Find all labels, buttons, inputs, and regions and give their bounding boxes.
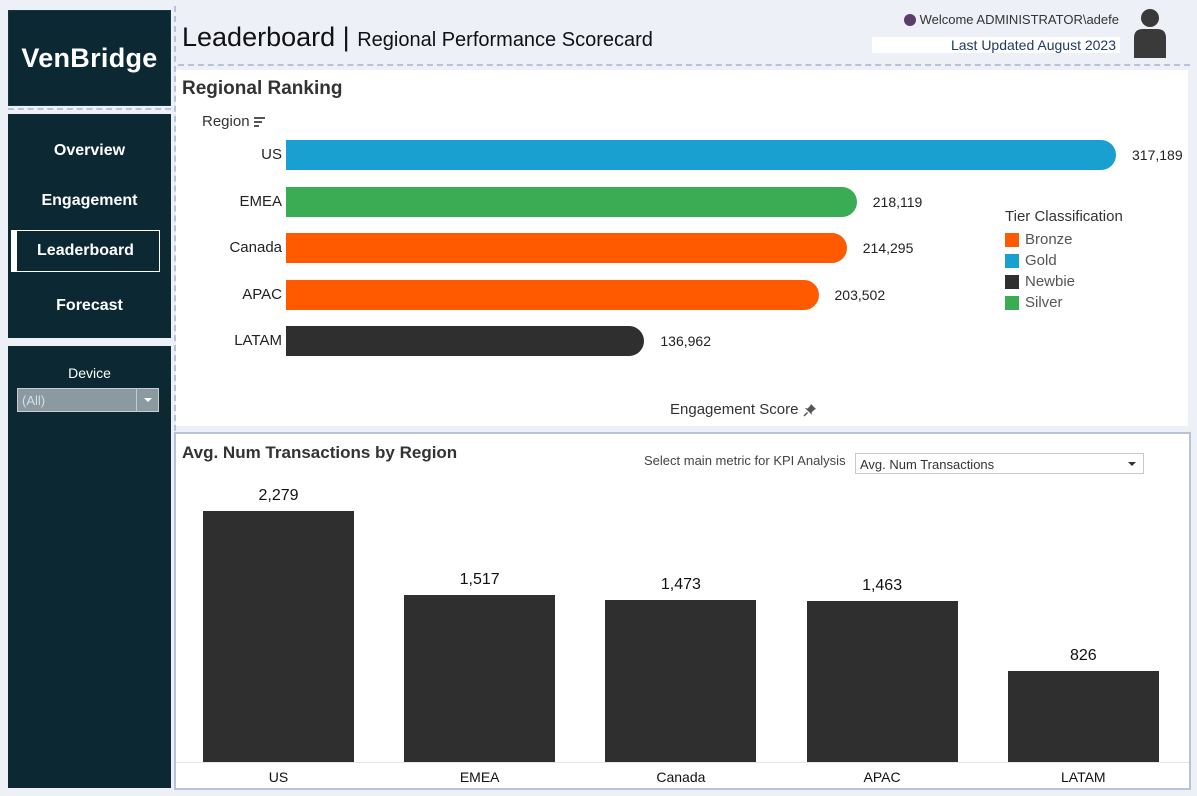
legend-item-bronze[interactable]: Bronze: [1005, 229, 1123, 250]
legend-swatch: [1005, 295, 1019, 310]
nav-menu: Overview Engagement Leaderboard Forecast: [8, 114, 171, 338]
page-title: Leaderboard | Regional Performance Score…: [182, 22, 653, 53]
legend-label: Gold: [1025, 252, 1057, 269]
transaction-bar[interactable]: [404, 594, 556, 762]
ranking-bar[interactable]: [286, 140, 1116, 170]
divider: [8, 108, 171, 110]
ranking-title: Regional Ranking: [182, 78, 343, 99]
user-icon[interactable]: [1132, 8, 1168, 58]
nav-item-overview[interactable]: Overview: [53, 142, 126, 159]
bar-category-label: EMEA: [239, 192, 282, 210]
welcome-message: Welcome ADMINISTRATOR\adefe: [903, 12, 1119, 27]
legend-label: Silver: [1025, 294, 1063, 311]
legend-item-newbie[interactable]: Newbie: [1005, 271, 1123, 292]
transaction-bar[interactable]: [605, 599, 757, 762]
bar-value-label: 1,517: [459, 570, 500, 588]
x-axis-label: Engagement Score: [670, 401, 817, 418]
device-filter-select[interactable]: (All): [17, 388, 159, 412]
bar-category-label: LATAM: [234, 332, 282, 349]
bar-value-label: 826: [1069, 647, 1097, 665]
brand-name: VenBridge: [21, 42, 158, 73]
bar-value-label: 1,473: [660, 575, 701, 593]
bar-value-label: 203,502: [834, 286, 886, 303]
divider: [174, 6, 176, 790]
bar-category-label: US: [261, 146, 282, 163]
welcome-text: Welcome ADMINISTRATOR\adefe: [919, 12, 1119, 27]
bar-value-label: 136,962: [660, 333, 711, 349]
device-filter-label: Device: [68, 365, 111, 381]
divider: [178, 64, 1190, 66]
bar-category-label: EMEA: [459, 769, 500, 785]
nav-item-engagement[interactable]: Engagement: [41, 192, 138, 209]
transaction-bar[interactable]: [203, 511, 354, 762]
device-filter-value: (All): [22, 393, 46, 408]
legend-title: Tier Classification: [1005, 208, 1123, 225]
x-axis-baseline: [176, 762, 1189, 763]
legend-label: Bronze: [1025, 231, 1073, 248]
ranking-bar[interactable]: [286, 186, 857, 217]
ranking-bar[interactable]: [286, 233, 847, 263]
transaction-bar[interactable]: [1007, 671, 1159, 762]
bar-category-label: Canada: [229, 239, 282, 256]
bar-category-label: US: [268, 769, 289, 785]
page-title-main: Leaderboard: [182, 22, 336, 52]
bar-value-label: 1,463: [862, 576, 903, 594]
x-axis-label-text: Engagement Score: [670, 401, 799, 418]
transactions-title: Avg. Num Transactions by Region: [182, 443, 458, 462]
kpi-metric-select[interactable]: Avg. Num Transactions: [855, 453, 1144, 474]
ranking-bar[interactable]: [286, 279, 819, 310]
tier-legend: Tier Classification Bronze Gold Newbie Silv…: [1005, 208, 1123, 313]
bar-value-label: 214,295: [862, 240, 914, 256]
bar-category-label: Canada: [656, 769, 706, 785]
region-header-label: Region: [202, 113, 250, 130]
chevron-down-icon[interactable]: [1121, 454, 1143, 473]
transaction-bar[interactable]: [806, 600, 958, 762]
nav-item-leaderboard[interactable]: Leaderboard: [11, 230, 160, 272]
pin-icon[interactable]: [803, 403, 817, 417]
legend-item-silver[interactable]: Silver: [1005, 292, 1123, 313]
page-subtitle: Regional Performance Scorecard: [357, 29, 653, 51]
legend-swatch: [1005, 232, 1019, 247]
ranking-bar[interactable]: [286, 326, 645, 356]
kpi-metric-value: Avg. Num Transactions: [860, 457, 995, 472]
legend-swatch: [1005, 253, 1019, 268]
regional-ranking-panel: Regional Ranking Region US 317,189 EMEA 218…: [176, 70, 1188, 426]
nav-item-leaderboard-label: Leaderboard: [37, 242, 134, 259]
legend-items: Bronze Gold Newbie Silver: [1005, 229, 1123, 313]
legend-item-gold[interactable]: Gold: [1005, 250, 1123, 271]
legend-label: Newbie: [1025, 273, 1076, 290]
region-column-header[interactable]: Region: [202, 113, 265, 130]
status-dot-icon: [903, 13, 916, 26]
bar-value-label: 317,189: [1132, 147, 1183, 163]
chevron-down-icon[interactable]: [136, 389, 158, 411]
bar-value-label: 2,279: [258, 487, 299, 504]
bar-category-label: APAC: [242, 285, 282, 303]
filter-panel: Device (All): [8, 346, 171, 788]
last-updated: Last Updated August 2023: [872, 37, 1120, 53]
nav-item-forecast[interactable]: Forecast: [56, 297, 123, 314]
brand-logo: VenBridge: [8, 10, 171, 106]
transactions-panel: Avg. Num Transactions by Region Select m…: [174, 432, 1191, 790]
kpi-select-label: Select main metric for KPI Analysis: [644, 453, 846, 468]
bar-value-label: 218,119: [872, 193, 923, 210]
legend-swatch: [1005, 274, 1019, 289]
bar-category-label: APAC: [863, 769, 901, 785]
sort-icon[interactable]: [253, 117, 265, 127]
title-separator: |: [342, 22, 350, 52]
bar-category-label: LATAM: [1060, 769, 1106, 785]
